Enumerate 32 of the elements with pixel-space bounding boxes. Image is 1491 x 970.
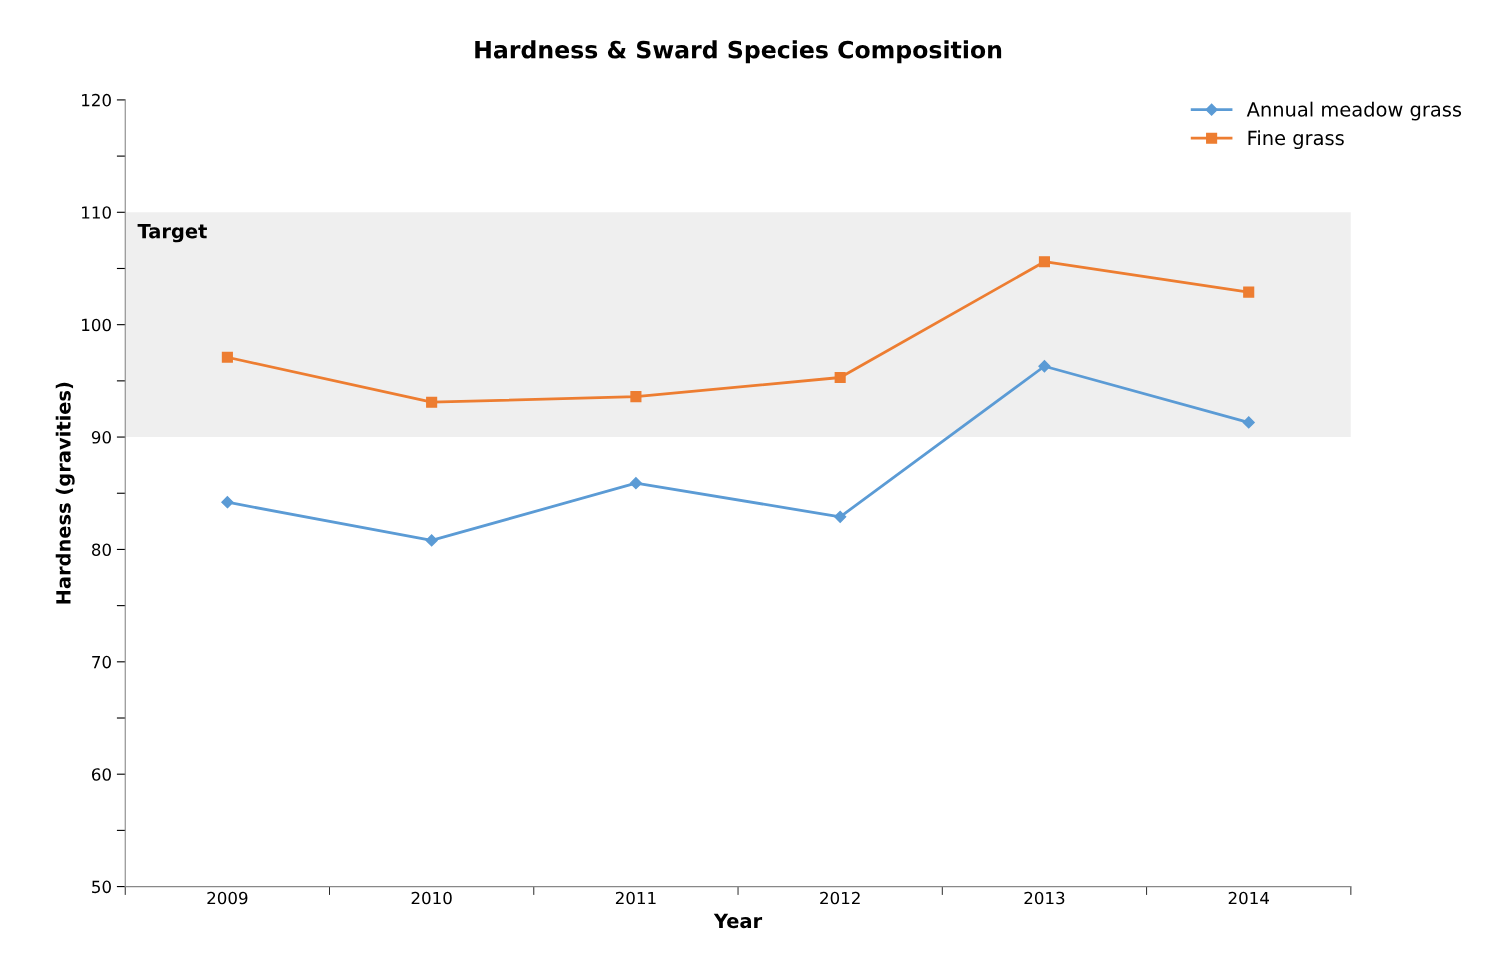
y-tick-label: 50 (92, 880, 111, 894)
point (834, 510, 847, 523)
legend-label: Annual meadow grass (1246, 101, 1462, 121)
y-tick-label: 90 (91, 431, 111, 444)
point (630, 391, 642, 403)
x-tick-label: 2013 (1024, 891, 1065, 905)
point (426, 396, 438, 408)
x-tick-label: 2014 (1228, 891, 1269, 905)
y-tick-label: 70 (92, 655, 111, 669)
point (1242, 416, 1255, 429)
point (834, 371, 846, 384)
point (1243, 286, 1255, 298)
x-tick-label: 2010 (411, 891, 452, 905)
point (425, 534, 438, 547)
y-tick-label: 80 (91, 543, 111, 556)
y-tick-label: 110 (82, 206, 111, 219)
x-axis-title: Year (713, 913, 763, 929)
y-tick-label: 120 (82, 93, 111, 107)
chart-title: Hardness & Sward Species Composition (475, 40, 1002, 64)
band-label: Target (137, 223, 207, 243)
point (221, 351, 233, 363)
x-tick-label: 2011 (615, 891, 656, 905)
point (629, 477, 643, 490)
point (1038, 360, 1051, 373)
y-tick-label: 60 (92, 768, 111, 781)
y-tick-label: 100 (82, 318, 111, 332)
x-tick-label: 2012 (820, 891, 860, 905)
y-axis-title: Hardness (gravities) (55, 382, 75, 604)
x-tick-label: 2009 (207, 891, 248, 905)
legend-label: Fine grass (1248, 130, 1344, 150)
point (221, 496, 234, 509)
point (1038, 256, 1051, 268)
